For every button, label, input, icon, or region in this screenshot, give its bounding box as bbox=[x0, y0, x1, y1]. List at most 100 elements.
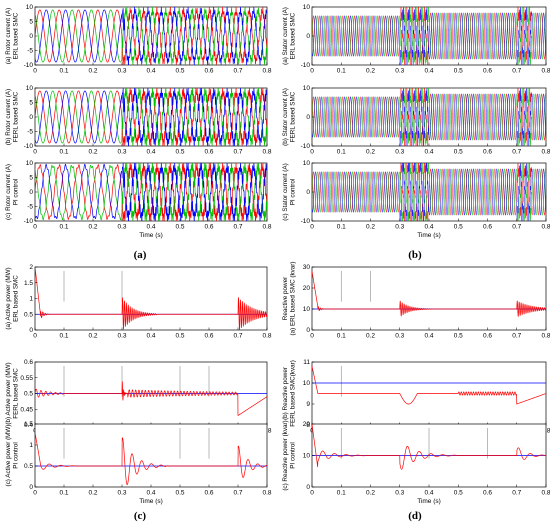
x-tick-label: 0 bbox=[33, 68, 37, 75]
x-tick-label: 0.1 bbox=[59, 490, 68, 497]
y-tick-label: -5 bbox=[27, 204, 33, 211]
x-tick-label: 0.3 bbox=[395, 68, 404, 75]
x-tick-label: 0.1 bbox=[337, 68, 346, 75]
y-tick-label: 0 bbox=[306, 114, 310, 121]
x-tick-label: 0.5 bbox=[454, 490, 463, 497]
x-tick-label: 0.3 bbox=[395, 333, 404, 340]
x-tick-label: 0.4 bbox=[146, 68, 155, 75]
phase-b-series bbox=[35, 88, 267, 146]
phase-a-series bbox=[35, 163, 267, 221]
series-group bbox=[312, 163, 546, 221]
series-group bbox=[35, 428, 267, 485]
y-tick-label: 0 bbox=[306, 189, 310, 196]
y-axis-label-line: (c) Rotor current (A) bbox=[5, 164, 12, 220]
x-tick-label: 0.2 bbox=[366, 68, 375, 75]
x-tick-label: 0.3 bbox=[395, 490, 404, 497]
plot-area bbox=[34, 266, 268, 331]
x-tick-label: 0.8 bbox=[541, 224, 550, 231]
y-axis-label: (c) Rotor current (A)PI control bbox=[5, 164, 20, 220]
x-axis-label: Time (s) bbox=[417, 498, 441, 505]
y-axis-label-line: (b) Active power (MW) bbox=[5, 362, 12, 424]
x-tick-label: 0.4 bbox=[146, 333, 155, 340]
y-tick-label: 9 bbox=[306, 401, 310, 408]
x-tick-label: 0.4 bbox=[424, 490, 433, 497]
x-tick-label: 0.2 bbox=[366, 224, 375, 231]
y-tick-label: 0.5 bbox=[24, 391, 33, 398]
y-axis-label-line: (c) Active power (MW) bbox=[5, 425, 12, 487]
y-tick-label: 10 bbox=[26, 160, 34, 167]
x-tick-label: 0.1 bbox=[59, 68, 68, 75]
x-tick-label: 0.1 bbox=[337, 224, 346, 231]
x-tick-label: 0.5 bbox=[454, 68, 463, 75]
x-tick-label: 0.1 bbox=[337, 490, 346, 497]
x-tick-label: 0.6 bbox=[204, 149, 213, 156]
x-tick-label: 0 bbox=[33, 333, 37, 340]
y-axis-label: (c) Reactive power (kvar)PI control bbox=[282, 420, 297, 490]
x-tick-label: 0.2 bbox=[88, 224, 97, 231]
y-tick-label: 5 bbox=[29, 100, 33, 107]
x-tick-label: 0 bbox=[310, 333, 314, 340]
x-tick-label: 0 bbox=[33, 149, 37, 156]
y-tick-label: -5 bbox=[27, 48, 33, 55]
y-tick-label: 0 bbox=[306, 327, 310, 334]
x-tick-label: 0.3 bbox=[117, 149, 126, 156]
y-axis-label-line: Reactive power bbox=[282, 277, 289, 320]
x-tick-label: 0.5 bbox=[454, 333, 463, 340]
y-tick-label: -5 bbox=[27, 129, 33, 136]
x-tick-label: 0.3 bbox=[117, 68, 126, 75]
x-tick-label: 0.2 bbox=[88, 149, 97, 156]
x-tick-label: 0.6 bbox=[483, 68, 492, 75]
phase-b-series bbox=[312, 88, 546, 146]
y-tick-label: 10 bbox=[26, 4, 34, 11]
x-tick-label: 0.4 bbox=[424, 68, 433, 75]
x-tick-label: 0 bbox=[33, 224, 37, 231]
phase-a-series bbox=[312, 163, 546, 221]
y-axis-label-line: ERL based SMC bbox=[290, 12, 297, 59]
y-tick-label: 1 bbox=[29, 442, 33, 449]
y-axis-label-line: FERL based SMC bbox=[13, 368, 20, 419]
y-axis-label-line: FERL based SMC bbox=[13, 91, 20, 142]
y-axis-label-line: (a) Active power (MW) bbox=[5, 267, 12, 329]
y-tick-label: 0.6 bbox=[24, 359, 33, 366]
y-tick-label: 20 bbox=[303, 285, 311, 292]
y-tick-label: -10 bbox=[301, 62, 311, 69]
x-tick-label: 0.3 bbox=[117, 490, 126, 497]
y-tick-label: 0.5 bbox=[24, 311, 33, 318]
y-axis-label: (a) Stator current (A)ERL based SMC bbox=[282, 7, 297, 65]
x-tick-label: 0.6 bbox=[204, 68, 213, 75]
phase-c-series bbox=[312, 163, 546, 221]
y-tick-label: 10 bbox=[303, 453, 311, 460]
phase-b-series bbox=[312, 7, 546, 65]
series-group bbox=[35, 163, 267, 221]
x-tick-label: 0.4 bbox=[424, 149, 433, 156]
x-tick-label: 0.1 bbox=[337, 333, 346, 340]
y-tick-label: 10 bbox=[26, 85, 34, 92]
phase-c-series bbox=[312, 7, 546, 65]
y-axis-label-line: (a) Stator current (A) bbox=[282, 7, 289, 65]
y-axis-label: (b) Rotor current (A)FERL based SMC bbox=[5, 89, 20, 145]
y-tick-label: 0.4 bbox=[24, 422, 33, 429]
y-tick-label: 1 bbox=[29, 296, 33, 303]
y-tick-label: 0.45 bbox=[20, 406, 33, 413]
y-tick-label: 0 bbox=[29, 114, 33, 121]
y-tick-label: 0 bbox=[29, 189, 33, 196]
y-axis-label: (b) Stator current (A)FERL based SMC bbox=[282, 88, 297, 146]
y-axis-label: Reactive power(a) ERL based SMC (kvar) bbox=[282, 262, 297, 336]
x-tick-label: 0 bbox=[310, 224, 314, 231]
plot-area bbox=[311, 266, 547, 331]
x-tick-label: 0.6 bbox=[483, 333, 492, 340]
series-group bbox=[35, 366, 267, 416]
x-tick-label: 0.2 bbox=[366, 149, 375, 156]
chart-d-2: 0 0.1 0.2 0.3 0.4 0.5 0.6 0.7 0.8 0 10 20 (c) Reacti… bbox=[282, 420, 550, 505]
x-tick-label: 0.5 bbox=[175, 490, 184, 497]
measured-series bbox=[312, 366, 546, 405]
y-tick-label: 1.5 bbox=[24, 280, 33, 287]
y-tick-label: 10 bbox=[303, 380, 311, 387]
y-axis-label-line: PI control bbox=[13, 179, 20, 206]
y-tick-label: 8 bbox=[306, 422, 310, 429]
phase-a-series bbox=[312, 7, 546, 65]
x-tick-label: 0.2 bbox=[366, 490, 375, 497]
x-tick-label: 0.4 bbox=[424, 333, 433, 340]
y-tick-label: 1.5 bbox=[24, 421, 33, 428]
